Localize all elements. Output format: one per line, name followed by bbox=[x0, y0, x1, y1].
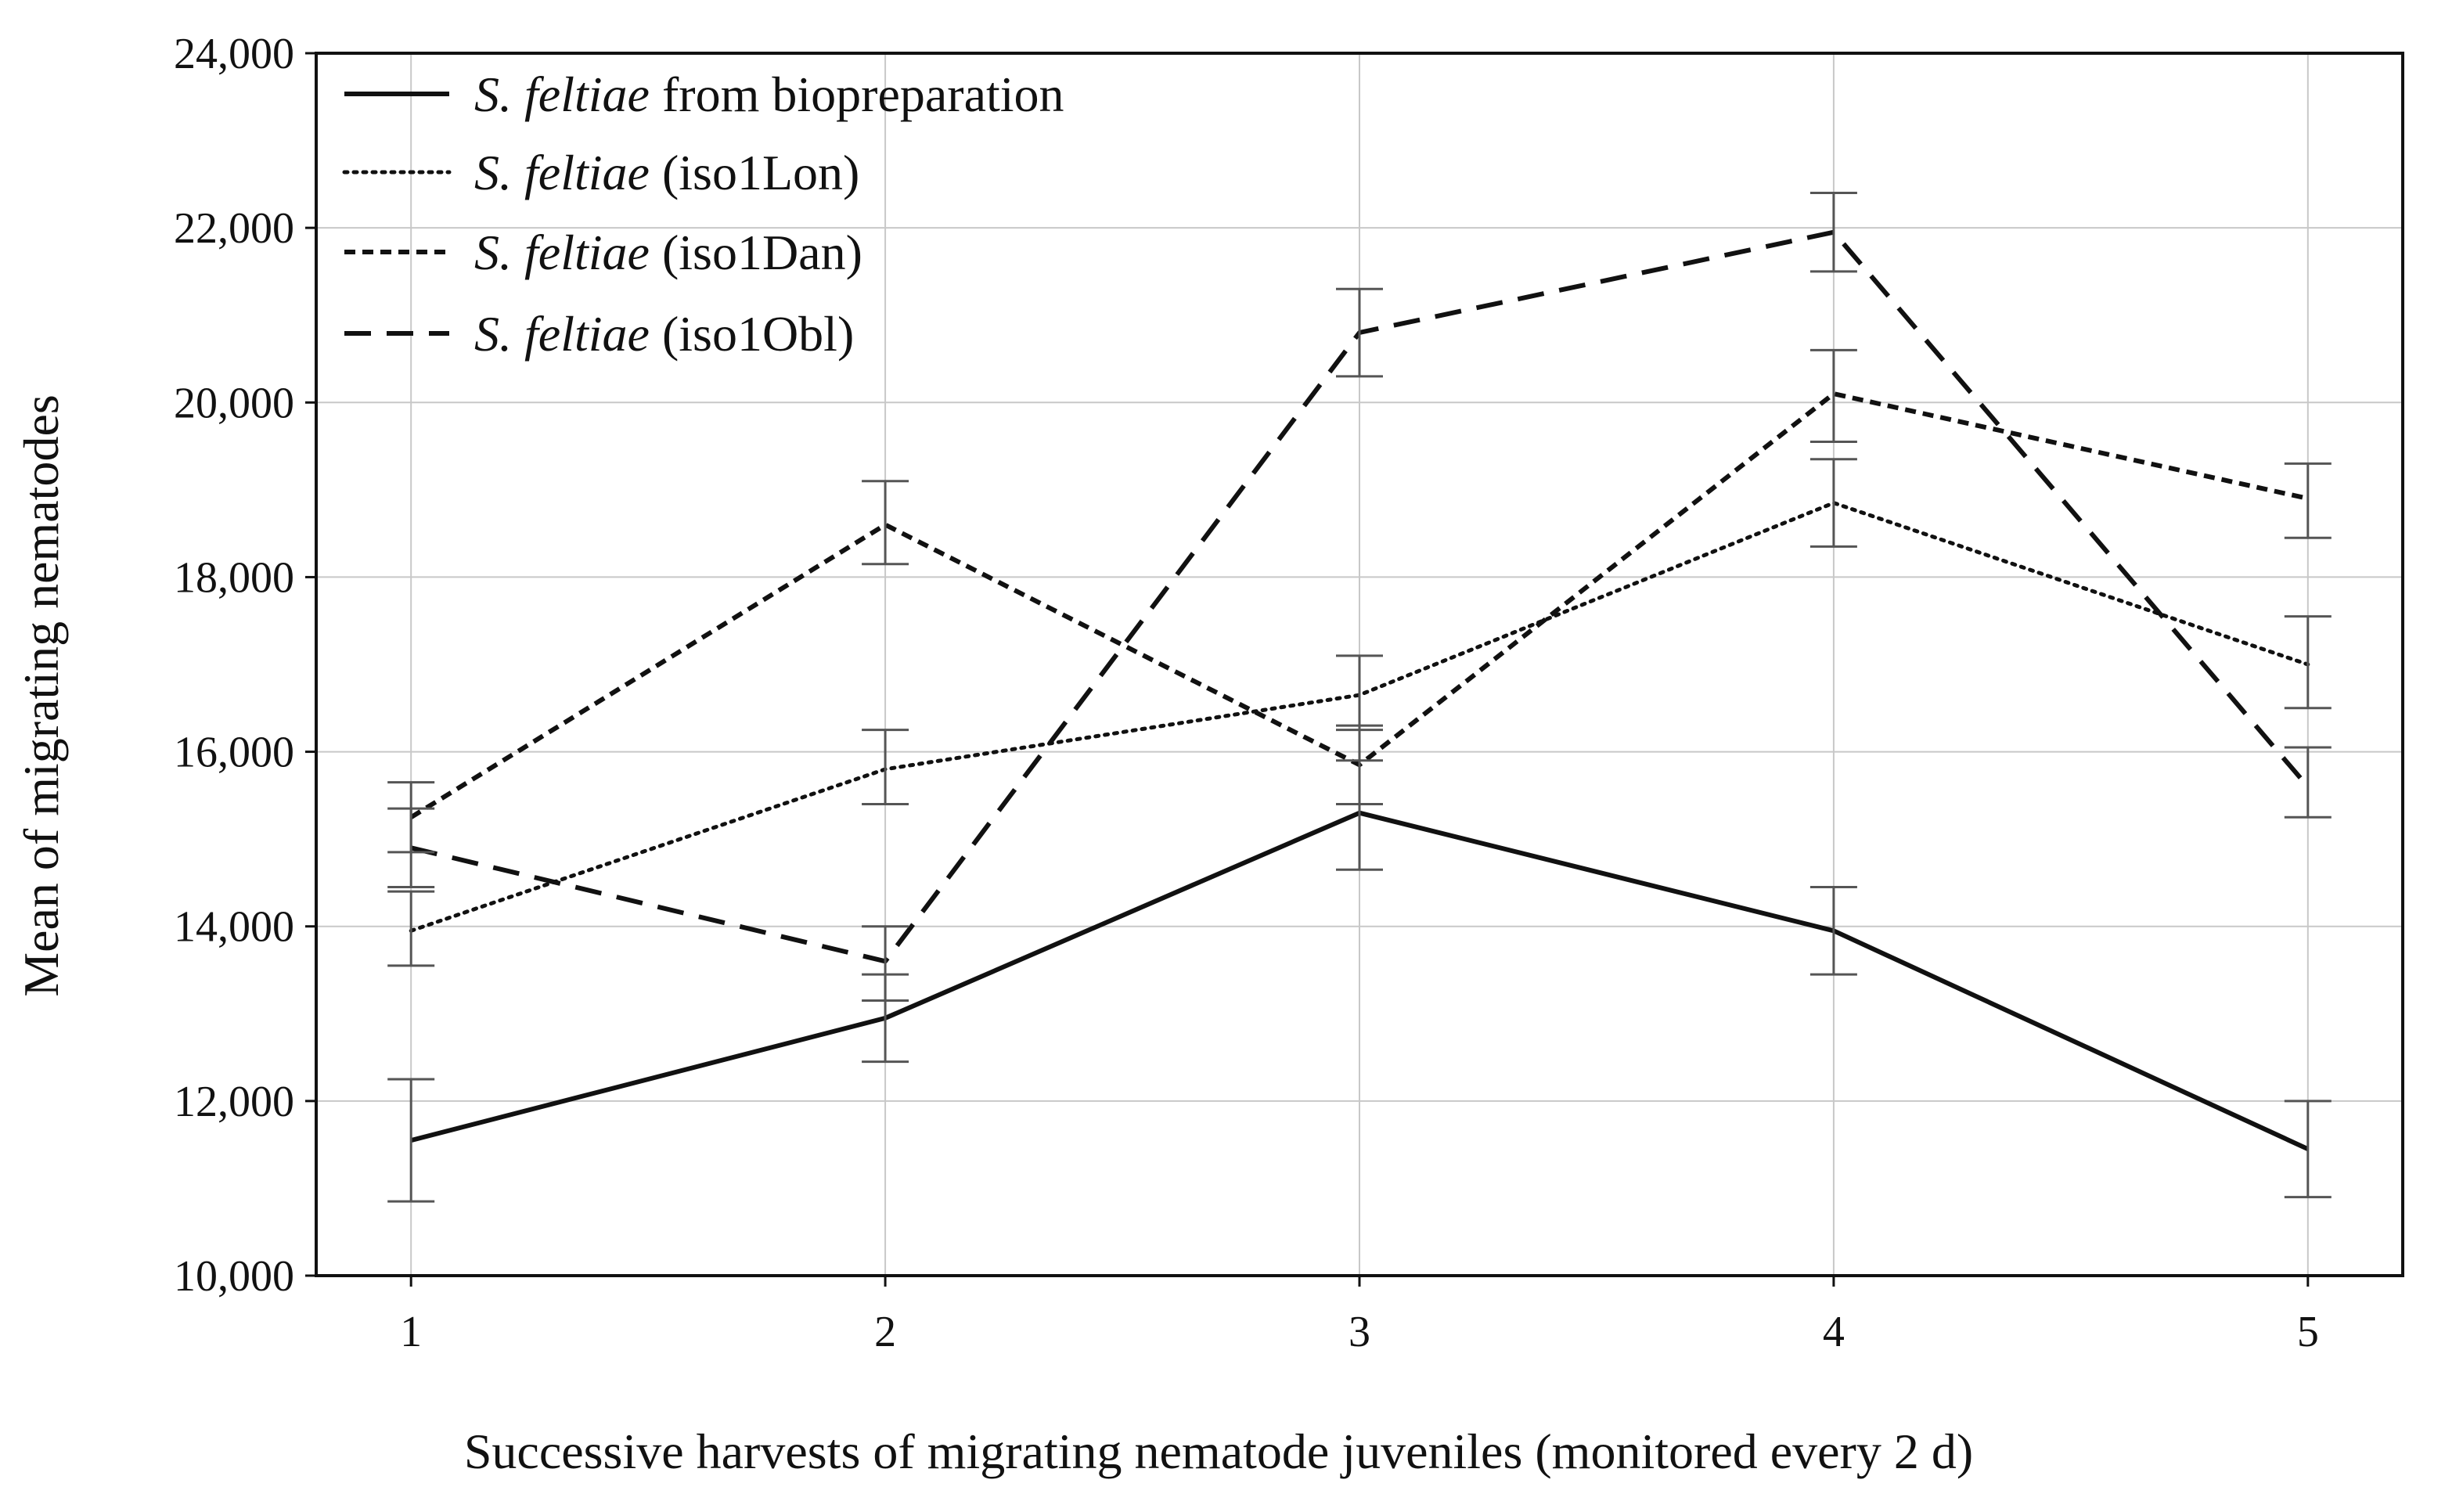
y-tick-label: 20,000 bbox=[174, 379, 294, 427]
y-tick-label: 22,000 bbox=[174, 204, 294, 253]
error-bar bbox=[1809, 348, 1857, 443]
error-bar bbox=[1809, 886, 1857, 976]
y-tick-label: 10,000 bbox=[174, 1252, 294, 1301]
legend-label-4: S. feltiae (iso1Obl) bbox=[474, 306, 854, 362]
legend-label-1: S. feltiae from biopreparation bbox=[474, 67, 1064, 122]
error-bar bbox=[862, 480, 909, 566]
y-tick-label: 18,000 bbox=[174, 553, 294, 602]
y-axis-title: Mean of migrating nematodes bbox=[13, 394, 69, 997]
error-bars bbox=[387, 192, 2332, 1203]
error-bar bbox=[387, 890, 435, 967]
y-tick-label: 24,000 bbox=[174, 30, 294, 78]
x-axis-ticks: 1 2 3 4 5 bbox=[400, 1276, 2319, 1356]
error-bar bbox=[387, 1078, 435, 1203]
error-bar bbox=[1336, 724, 1383, 806]
error-bar bbox=[1336, 654, 1383, 732]
x-tick-label: 1 bbox=[400, 1308, 422, 1356]
error-bar bbox=[1809, 192, 1857, 273]
error-bar bbox=[2284, 1100, 2332, 1199]
y-tick-label: 14,000 bbox=[174, 903, 294, 952]
error-bar bbox=[862, 925, 909, 1003]
error-bar bbox=[2284, 746, 2332, 819]
error-bar bbox=[1809, 458, 1857, 548]
error-bar bbox=[1336, 287, 1383, 378]
y-tick-label: 12,000 bbox=[174, 1078, 294, 1126]
legend-label-2: S. feltiae (iso1Lon) bbox=[474, 145, 859, 200]
legend-label-3: S. feltiae (iso1Dan) bbox=[474, 225, 862, 280]
x-axis-title: Successive harvests of migrating nematod… bbox=[464, 1424, 1973, 1479]
error-bar bbox=[862, 729, 909, 806]
y-tick-label: 16,000 bbox=[174, 729, 294, 777]
y-axis-ticks: 10,000 12,000 14,000 16,000 18,000 20,000 22,0… bbox=[174, 30, 316, 1301]
error-bar bbox=[2284, 615, 2332, 710]
x-tick-label: 3 bbox=[1349, 1308, 1370, 1356]
x-tick-label: 4 bbox=[1823, 1308, 1845, 1356]
legend: S. feltiae from biopreparation S. feltiae… bbox=[342, 67, 1064, 362]
error-bar bbox=[387, 807, 435, 889]
x-tick-label: 2 bbox=[874, 1308, 896, 1356]
x-tick-label: 5 bbox=[2297, 1308, 2319, 1356]
error-bar bbox=[2284, 462, 2332, 539]
